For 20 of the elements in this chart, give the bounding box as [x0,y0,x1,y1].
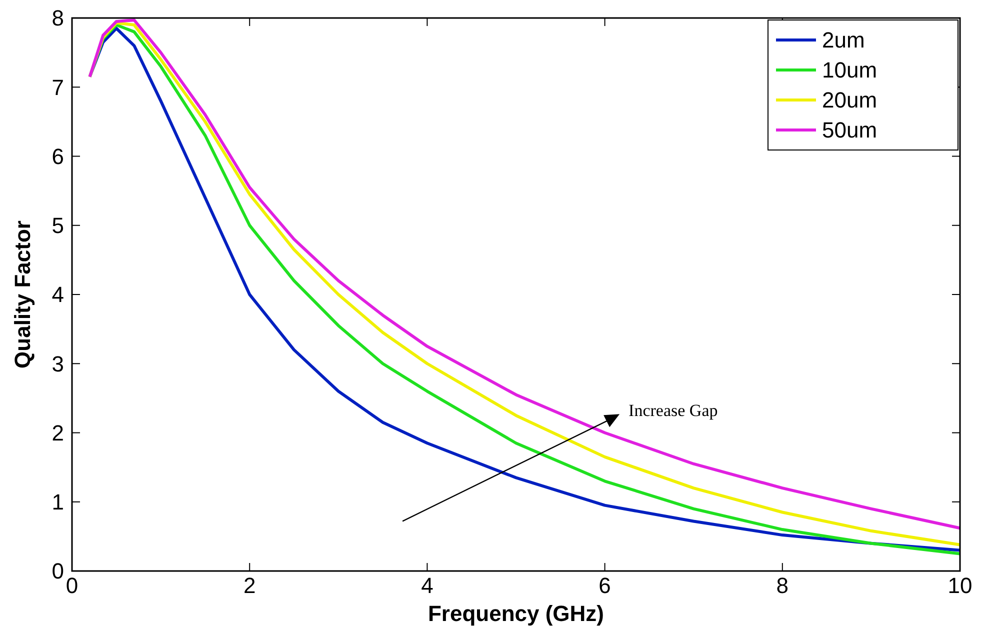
annotation: Increase Gap [628,401,718,420]
x-tick-label: 4 [421,573,434,598]
y-tick-label: 6 [52,144,64,169]
x-axis-title: Frequency (GHz) [428,601,604,626]
x-tick-label: 6 [598,573,611,598]
legend-label: 50um [822,118,878,143]
x-tick-label: 2 [243,573,256,598]
y-tick-label: 8 [52,6,64,31]
y-axis-title: Quality Factor [10,220,35,368]
y-tick-label: 1 [52,490,64,515]
y-tick-label: 5 [52,213,64,238]
legend-label: 2um [822,28,865,53]
legend-label: 20um [822,88,878,113]
x-tick-label: 10 [948,573,972,598]
y-tick-label: 4 [52,282,64,308]
y-tick-label: 3 [52,351,64,376]
x-tick-label: 8 [776,573,789,598]
y-tick-label: 7 [52,74,64,100]
y-tick-label: 2 [52,420,64,446]
legend-label: 10um [822,58,878,83]
